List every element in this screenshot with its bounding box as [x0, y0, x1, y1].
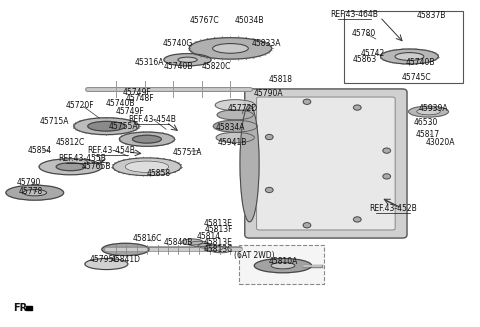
Text: 45316A: 45316A: [134, 59, 164, 67]
Text: REF.43-464B: REF.43-464B: [331, 10, 378, 19]
Ellipse shape: [381, 49, 438, 64]
Text: 45834A: 45834A: [216, 123, 245, 132]
Ellipse shape: [215, 100, 255, 111]
Circle shape: [353, 217, 361, 222]
Text: REF.43-454B: REF.43-454B: [128, 115, 176, 124]
Text: 45813E: 45813E: [204, 238, 233, 248]
Ellipse shape: [178, 57, 197, 62]
Text: 45772D: 45772D: [228, 104, 257, 113]
Text: 45814: 45814: [197, 232, 221, 241]
Ellipse shape: [74, 118, 139, 135]
Text: 45813C: 45813C: [204, 245, 233, 254]
Text: 45751A: 45751A: [173, 148, 202, 157]
Text: 45818: 45818: [269, 75, 293, 84]
Text: 45778: 45778: [19, 187, 43, 196]
Text: 45740G: 45740G: [163, 39, 193, 48]
Text: 45748F: 45748F: [125, 94, 154, 103]
Text: 45816C: 45816C: [132, 233, 162, 243]
Ellipse shape: [85, 258, 128, 269]
Circle shape: [265, 134, 273, 140]
FancyBboxPatch shape: [245, 89, 407, 238]
Text: 43020A: 43020A: [426, 138, 455, 147]
Ellipse shape: [182, 239, 203, 245]
Text: 45813F: 45813F: [204, 225, 233, 234]
Text: 45813E: 45813E: [204, 219, 233, 228]
Ellipse shape: [213, 43, 248, 53]
Text: 45939A: 45939A: [419, 104, 448, 113]
Ellipse shape: [23, 189, 47, 196]
Ellipse shape: [6, 185, 64, 200]
Circle shape: [383, 174, 391, 179]
Ellipse shape: [198, 243, 215, 248]
Text: 45765B: 45765B: [82, 162, 111, 171]
Text: 45812C: 45812C: [56, 138, 85, 147]
Text: 45863: 45863: [353, 55, 377, 64]
Text: 45841D: 45841D: [110, 255, 141, 264]
Circle shape: [383, 148, 391, 153]
Text: 45720F: 45720F: [66, 101, 95, 110]
Ellipse shape: [240, 105, 259, 222]
Ellipse shape: [189, 38, 272, 59]
Ellipse shape: [39, 159, 102, 175]
Ellipse shape: [120, 132, 175, 146]
Text: 45790: 45790: [17, 179, 41, 187]
Text: FR.: FR.: [13, 303, 31, 313]
Text: 45817: 45817: [416, 130, 440, 139]
Ellipse shape: [88, 121, 125, 131]
Text: 45755A: 45755A: [108, 122, 138, 131]
Text: 45740B: 45740B: [406, 59, 435, 67]
Text: (6AT 2WD): (6AT 2WD): [234, 251, 275, 260]
Ellipse shape: [56, 163, 85, 171]
Text: 45780: 45780: [352, 29, 376, 38]
Text: 45715A: 45715A: [39, 117, 69, 126]
Text: 45858: 45858: [147, 169, 171, 178]
Text: 45740B: 45740B: [163, 62, 192, 71]
Polygon shape: [26, 306, 33, 310]
Text: 45941B: 45941B: [217, 138, 247, 147]
Ellipse shape: [190, 241, 209, 247]
Circle shape: [303, 99, 311, 104]
Ellipse shape: [254, 259, 312, 273]
Ellipse shape: [204, 245, 223, 250]
Ellipse shape: [217, 110, 253, 120]
Circle shape: [353, 105, 361, 110]
Text: 45795C: 45795C: [89, 255, 119, 264]
Ellipse shape: [417, 109, 440, 115]
Text: REF.43-454B: REF.43-454B: [87, 146, 135, 155]
Text: 45749F: 45749F: [123, 88, 152, 97]
Text: 45740B: 45740B: [106, 99, 135, 108]
Ellipse shape: [125, 161, 168, 172]
Ellipse shape: [213, 120, 257, 132]
Text: 45810A: 45810A: [268, 257, 298, 266]
Ellipse shape: [210, 247, 231, 253]
Text: 46530: 46530: [414, 118, 438, 128]
Ellipse shape: [408, 106, 448, 117]
Ellipse shape: [164, 54, 211, 66]
Text: 45833A: 45833A: [252, 39, 281, 48]
Text: 45034B: 45034B: [235, 16, 264, 25]
Text: 45820C: 45820C: [202, 62, 231, 71]
Text: 45840B: 45840B: [163, 238, 192, 248]
Ellipse shape: [102, 243, 149, 255]
Text: 45745C: 45745C: [402, 73, 432, 82]
Text: 45749F: 45749F: [116, 107, 144, 116]
Circle shape: [265, 187, 273, 193]
Text: REF.43-455B: REF.43-455B: [59, 154, 107, 163]
Ellipse shape: [132, 135, 161, 143]
Text: 45790A: 45790A: [254, 89, 284, 98]
Ellipse shape: [216, 132, 254, 143]
Ellipse shape: [113, 158, 181, 176]
FancyBboxPatch shape: [239, 245, 324, 284]
Circle shape: [303, 223, 311, 228]
FancyBboxPatch shape: [257, 97, 395, 230]
Text: 45742: 45742: [360, 49, 385, 58]
Ellipse shape: [271, 262, 295, 269]
Ellipse shape: [395, 53, 424, 60]
Text: 45767C: 45767C: [190, 16, 219, 25]
Text: 45854: 45854: [27, 146, 52, 155]
Text: REF.43-452B: REF.43-452B: [369, 204, 417, 214]
Text: 45837B: 45837B: [416, 11, 445, 21]
